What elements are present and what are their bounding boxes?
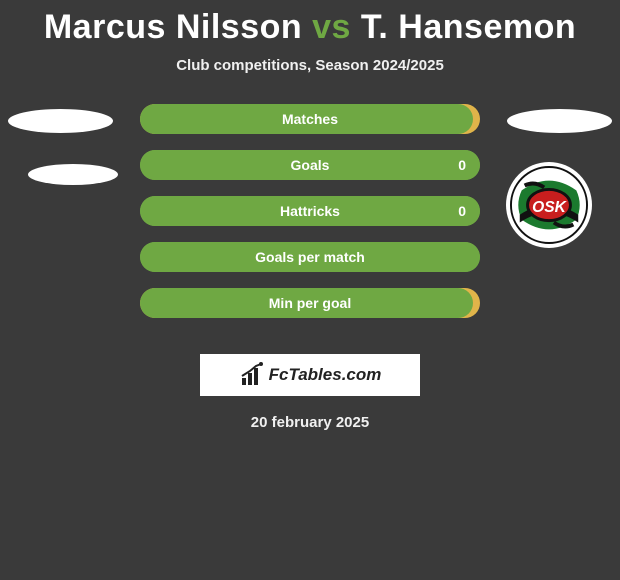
player1-name: Marcus Nilsson xyxy=(44,8,302,46)
site-logo-box[interactable]: FcTables.com xyxy=(200,354,420,396)
stat-bar-value-right: 0 xyxy=(458,157,466,173)
comparison-title: Marcus Nilsson vs T. Hansemon xyxy=(0,0,620,47)
stat-bar-row: Matches xyxy=(140,104,480,134)
club-logo-icon: OSK xyxy=(510,166,588,244)
vs-text: vs xyxy=(312,8,351,46)
stat-bar-label: Matches xyxy=(282,111,338,127)
stat-bar-label: Min per goal xyxy=(269,295,351,311)
chart-area: OSK Matches Goals 0 Hattricks 0 Goals per mat… xyxy=(0,112,620,342)
stat-bar-row: Min per goal xyxy=(140,288,480,318)
svg-text:OSK: OSK xyxy=(532,199,568,216)
chart-icon xyxy=(239,362,265,388)
stat-bar-label: Hattricks xyxy=(280,203,340,219)
stat-bar-label: Goals per match xyxy=(255,249,365,265)
stat-bar-row: Goals 0 xyxy=(140,150,480,180)
right-ellipse-1 xyxy=(507,109,612,133)
left-ellipse-2 xyxy=(28,164,118,185)
stat-bar-row: Hattricks 0 xyxy=(140,196,480,226)
player2-name: T. Hansemon xyxy=(361,8,576,46)
right-player-marks: OSK xyxy=(507,112,612,133)
left-player-marks xyxy=(8,112,118,185)
stat-bars: Matches Goals 0 Hattricks 0 Goals per match Mi… xyxy=(140,104,480,334)
stat-bar-row: Goals per match xyxy=(140,242,480,272)
date-line: 20 february 2025 xyxy=(0,414,620,431)
stat-bar-label: Goals xyxy=(291,157,330,173)
stat-bar-value-right: 0 xyxy=(458,203,466,219)
club-logo: OSK xyxy=(506,162,592,248)
subtitle: Club competitions, Season 2024/2025 xyxy=(0,57,620,74)
left-ellipse-1 xyxy=(8,109,113,133)
site-name: FcTables.com xyxy=(269,365,382,385)
